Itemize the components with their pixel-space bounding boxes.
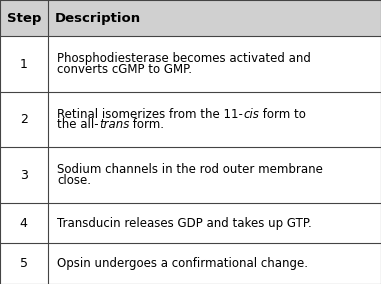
Text: the all-: the all- (57, 118, 99, 131)
Text: Step: Step (6, 12, 41, 25)
Bar (48, 0, 381, 36)
Text: form to: form to (259, 108, 306, 121)
Bar (48, 36, 381, 92)
Bar (48, 203, 381, 243)
Bar (0, 147, 48, 203)
Text: 5: 5 (20, 257, 28, 270)
Bar (0, 243, 48, 284)
Text: form.: form. (129, 118, 164, 131)
Bar (48, 92, 381, 147)
Text: Description: Description (55, 12, 141, 25)
Bar (0, 92, 48, 147)
Bar (0, 36, 48, 92)
Text: Phosphodiesterase becomes activated and: Phosphodiesterase becomes activated and (57, 53, 311, 65)
Bar (48, 147, 381, 203)
Bar (0, 0, 48, 36)
Text: cis: cis (243, 108, 259, 121)
Text: Sodium channels in the rod outer membrane: Sodium channels in the rod outer membran… (57, 164, 323, 176)
Text: converts cGMP to GMP.: converts cGMP to GMP. (57, 63, 192, 76)
Text: 3: 3 (20, 169, 28, 181)
Text: 1: 1 (20, 58, 28, 70)
Text: trans: trans (99, 118, 129, 131)
Text: Transducin releases GDP and takes up GTP.: Transducin releases GDP and takes up GTP… (57, 217, 312, 230)
Text: Opsin undergoes a confirmational change.: Opsin undergoes a confirmational change. (57, 257, 308, 270)
Text: 4: 4 (20, 217, 28, 230)
Bar (0, 203, 48, 243)
Text: close.: close. (57, 174, 91, 187)
Text: Retinal isomerizes from the 11-: Retinal isomerizes from the 11- (57, 108, 243, 121)
Bar (48, 243, 381, 284)
Text: 2: 2 (20, 113, 28, 126)
